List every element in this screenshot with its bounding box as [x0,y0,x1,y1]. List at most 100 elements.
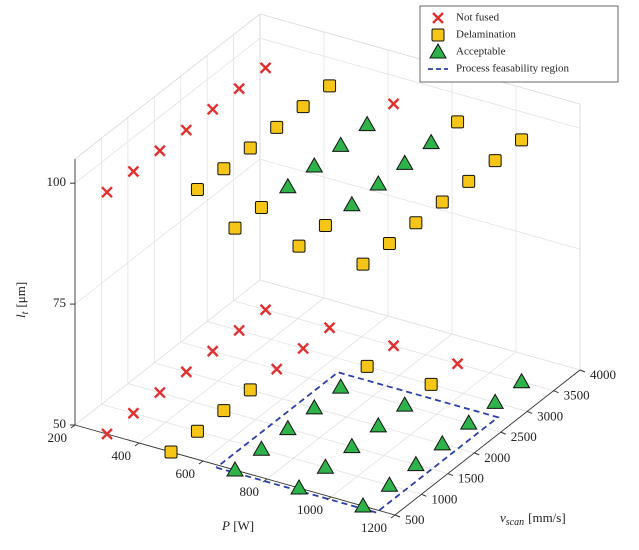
triangle-marker [395,396,414,412]
square-marker [451,115,465,129]
square-marker [360,359,374,373]
box-edge [74,13,261,160]
y-tick-label: 1000 [431,491,457,506]
x-marker [387,98,400,110]
grid-line [74,158,261,305]
y-tick-label: 500 [405,512,425,527]
square-marker [409,216,423,230]
triangle-marker [354,496,372,513]
x-tick [390,514,396,519]
y-tick-label: 3000 [537,408,563,423]
y-tick [500,431,506,435]
x-marker [206,103,219,116]
square-marker [435,195,449,209]
x-tick [198,460,204,465]
square-marker [292,239,306,253]
triangle-marker [369,416,388,433]
square-marker [243,383,257,397]
x-marker [180,366,193,378]
legend-label: Not fused [456,12,500,24]
triangle-marker [316,458,335,474]
x-marker [154,144,166,157]
triangle-marker [342,437,361,454]
grid-line [74,37,261,184]
grid-line [266,333,453,480]
x-marker [101,186,113,199]
y-tick [447,473,454,477]
triangle-marker [459,414,478,430]
x-marker [127,165,140,178]
x-marker [233,82,245,95]
square-marker [431,28,445,42]
legend-label: Delamination [456,29,516,41]
marks [101,62,531,514]
x-tick-label: 200 [48,430,68,445]
x-marker [297,342,309,355]
x-tick-label: 800 [240,484,260,499]
x-axis-title: P [W] [221,518,254,533]
triangle-marker [433,434,452,451]
square-marker [488,154,502,168]
square-marker [190,182,204,196]
triangle-marker [278,177,297,194]
triangle-marker [422,133,441,150]
square-marker [228,221,242,235]
y-tick-label: 4000 [590,367,616,382]
y-tick-label: 2000 [484,450,510,465]
x-tick-label: 1000 [297,502,323,517]
square-marker [254,200,268,214]
x-tick-label: 600 [176,466,196,481]
z-tick-label: 50 [53,416,66,431]
grid-line [259,37,581,129]
triangle-marker [395,154,414,170]
square-marker [164,445,178,459]
grid-line [138,297,325,444]
grid-line [259,158,581,250]
triangle-marker [342,195,361,212]
square-marker [382,236,396,250]
square-marker [270,120,284,134]
y-axis-title: vscan [mm/s] [500,510,566,528]
triangle-marker [358,115,377,132]
y-tick-label: 2500 [511,429,537,444]
triangle-marker [331,378,350,394]
x-marker [259,62,272,74]
x-marker [323,321,336,334]
square-marker [323,79,337,93]
square-marker [243,141,257,155]
triangle-marker [278,419,297,436]
triangle-marker [331,136,350,152]
triangle-marker [305,157,324,173]
x-unit: [W] [233,518,254,533]
grid-line [259,279,581,371]
x-symbol: P [221,518,230,533]
square-marker [296,100,310,114]
triangle-marker [290,478,308,495]
y-tick-label: 3500 [564,388,590,403]
x-marker [387,339,400,352]
y-tick [579,369,586,373]
triangle-marker [369,175,388,191]
y-subscript: scan [506,517,524,528]
x-tick [134,442,140,447]
x-marker [206,345,219,357]
triangle-marker [226,460,244,477]
square-marker [424,377,438,391]
z-tick-label: 75 [53,295,66,310]
triangle-marker [252,440,271,456]
triangle-marker [512,372,531,389]
triangle-marker [305,398,324,415]
y-tick [474,452,480,456]
x-marker [233,324,245,337]
y-symbol: v [500,510,506,525]
legend-label: Process feasability region [456,63,570,75]
grid-line [74,279,261,426]
triangle-marker [429,42,447,59]
x-tick-label: 400 [112,448,132,463]
square-marker [217,162,231,176]
z-axis-title: lt [μm] [13,282,31,318]
x-marker [127,407,140,420]
square-marker [190,424,204,438]
z-unit: [μm] [13,282,28,308]
y-tick [394,514,401,518]
